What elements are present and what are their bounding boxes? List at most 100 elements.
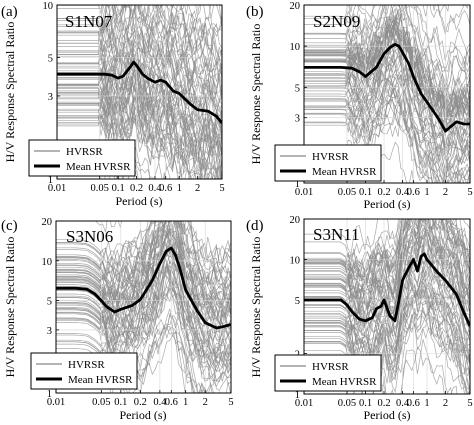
hvrsr-curves <box>56 221 231 393</box>
x-tick-label: 0.4 <box>153 397 167 408</box>
hvrsr-curve <box>304 110 433 183</box>
hvrsr-curves <box>57 5 222 179</box>
hvrsr-curve <box>304 54 470 162</box>
hvrsr-curve <box>304 280 470 362</box>
x-tick-label: 0.05 <box>92 397 110 408</box>
legend-label-hvrsr: HVRSR <box>68 359 105 371</box>
hvrsr-curve <box>304 308 470 394</box>
panel-c: 0.01 0.05 0.1 0.2 0.40.6 1 2 5 1 3 5 10 20 (c) S3N0… <box>1 217 234 422</box>
y-tick-label: 10 <box>43 1 54 12</box>
hvrsr-curve <box>304 14 470 109</box>
hvrsr-curve <box>304 8 470 118</box>
panel-b: 0.01 0.05 0.1 0.2 0.40.6 1 2 5 1 3 5 10 20 (b) S2N0… <box>246 1 473 211</box>
hvrsr-curve <box>56 221 231 290</box>
legend-label-mean: Mean HVRSR <box>312 166 377 178</box>
hvrsr-curve <box>56 232 231 324</box>
hvrsr-curve <box>56 283 231 385</box>
y-tick-label: 3 <box>47 326 52 337</box>
x-tick-label: 5 <box>219 183 224 194</box>
hvrsr-curve <box>56 227 231 320</box>
hvrsr-curve <box>304 5 470 61</box>
mean-hvrsr-line <box>304 252 470 327</box>
hvrsr-curve <box>304 19 470 111</box>
hvrsr-curve <box>304 8 470 108</box>
x-tick-label: 5 <box>228 397 233 408</box>
legend-box <box>274 354 382 392</box>
x-tick-labels: 0.01 0.05 0.1 0.2 0.40.6 1 2 5 <box>47 390 234 408</box>
hvrsr-curve <box>56 261 231 355</box>
hvrsr-curve <box>56 285 231 387</box>
legend-box <box>274 144 382 182</box>
hvrsr-curve <box>304 19 470 123</box>
hvrsr-curve <box>304 312 470 391</box>
y-tick-label: 5 <box>295 296 300 307</box>
mean-hvrsr-line <box>304 43 470 133</box>
hvrsr-curve <box>56 246 231 353</box>
hvrsr-curve <box>56 221 231 272</box>
y-tick-label: 10 <box>290 42 301 53</box>
x-tick-label: 5 <box>467 187 472 198</box>
hvrsr-curve <box>57 48 222 119</box>
hvrsr-curve <box>304 219 470 284</box>
hvrsr-curve <box>304 260 470 336</box>
y-tick-labels: 1 3 5 10 <box>43 1 60 186</box>
hvrsr-curve <box>57 25 222 101</box>
hvrsr-curve <box>56 221 231 311</box>
hvrsr-curve <box>304 246 470 342</box>
hvrsr-curve <box>56 314 231 393</box>
legend-label-mean: Mean HVRSR <box>312 376 377 388</box>
hvrsr-curve <box>57 56 222 144</box>
x-tick-label: 2 <box>443 187 448 198</box>
y-tick-label: 5 <box>295 83 300 94</box>
legend: HVRSR Mean HVRSR <box>30 352 138 390</box>
hvrsr-curve <box>304 99 433 183</box>
x-tick-label: 0.1 <box>114 397 127 408</box>
legend: HVRSR Mean HVRSR <box>28 139 136 177</box>
hvrsr-curve <box>57 5 222 61</box>
hvrsr-curve <box>57 77 222 157</box>
hvrsr-curve <box>304 219 470 295</box>
hvrsr-curve <box>304 5 470 73</box>
x-tick-label: 0.6 <box>165 397 178 408</box>
panel-label: (d) <box>246 218 264 234</box>
hvrsr-curve <box>57 5 222 76</box>
y-tick-label: 1 <box>295 179 300 190</box>
hvrsr-curve <box>304 219 470 286</box>
x-tick-label: 0.4 <box>148 183 162 194</box>
x-tick-label: 0.6 <box>407 187 420 198</box>
x-tick-label: 2 <box>443 398 448 409</box>
hvrsr-curve <box>57 44 222 113</box>
hvrsr-curve <box>57 25 222 99</box>
plot-frame <box>56 4 223 180</box>
x-tick-label: 0.6 <box>159 183 172 194</box>
hvrsr-curve <box>304 278 470 357</box>
y-tick-label: 20 <box>290 1 301 12</box>
hvrsr-curve <box>304 105 430 183</box>
x-tick-label: 0.01 <box>48 183 66 194</box>
x-axis-label: Period (s) <box>120 408 167 422</box>
y-tick-label: 10 <box>290 255 301 266</box>
hvrsr-curve <box>304 226 470 307</box>
hvrsr-curve <box>304 269 470 363</box>
x-tick-label: 5 <box>467 398 472 409</box>
station-label: S3N06 <box>66 227 113 246</box>
hvrsr-curve <box>304 88 470 183</box>
hvrsr-curve <box>56 325 193 393</box>
y-tick-label: 1 <box>48 175 53 186</box>
y-tick-label: 3 <box>48 92 53 103</box>
hvrsr-curve <box>304 219 470 303</box>
hvrsr-curve <box>304 219 470 294</box>
x-tick-label: 0.01 <box>295 398 313 409</box>
hvrsr-curve <box>56 264 231 365</box>
y-tick-labels: 1 3 5 10 20 <box>290 1 307 190</box>
hvrsr-curve <box>56 286 231 382</box>
x-tick-label: 0.4 <box>396 398 410 409</box>
y-tick-label: 5 <box>48 53 53 64</box>
x-tick-label: 0.05 <box>338 398 356 409</box>
hvrsr-curve <box>57 84 222 179</box>
hvrsr-curve <box>304 219 470 292</box>
hvrsr-curve <box>304 280 470 375</box>
hvrsr-curve <box>304 219 470 271</box>
x-tick-label: 0.2 <box>130 183 143 194</box>
